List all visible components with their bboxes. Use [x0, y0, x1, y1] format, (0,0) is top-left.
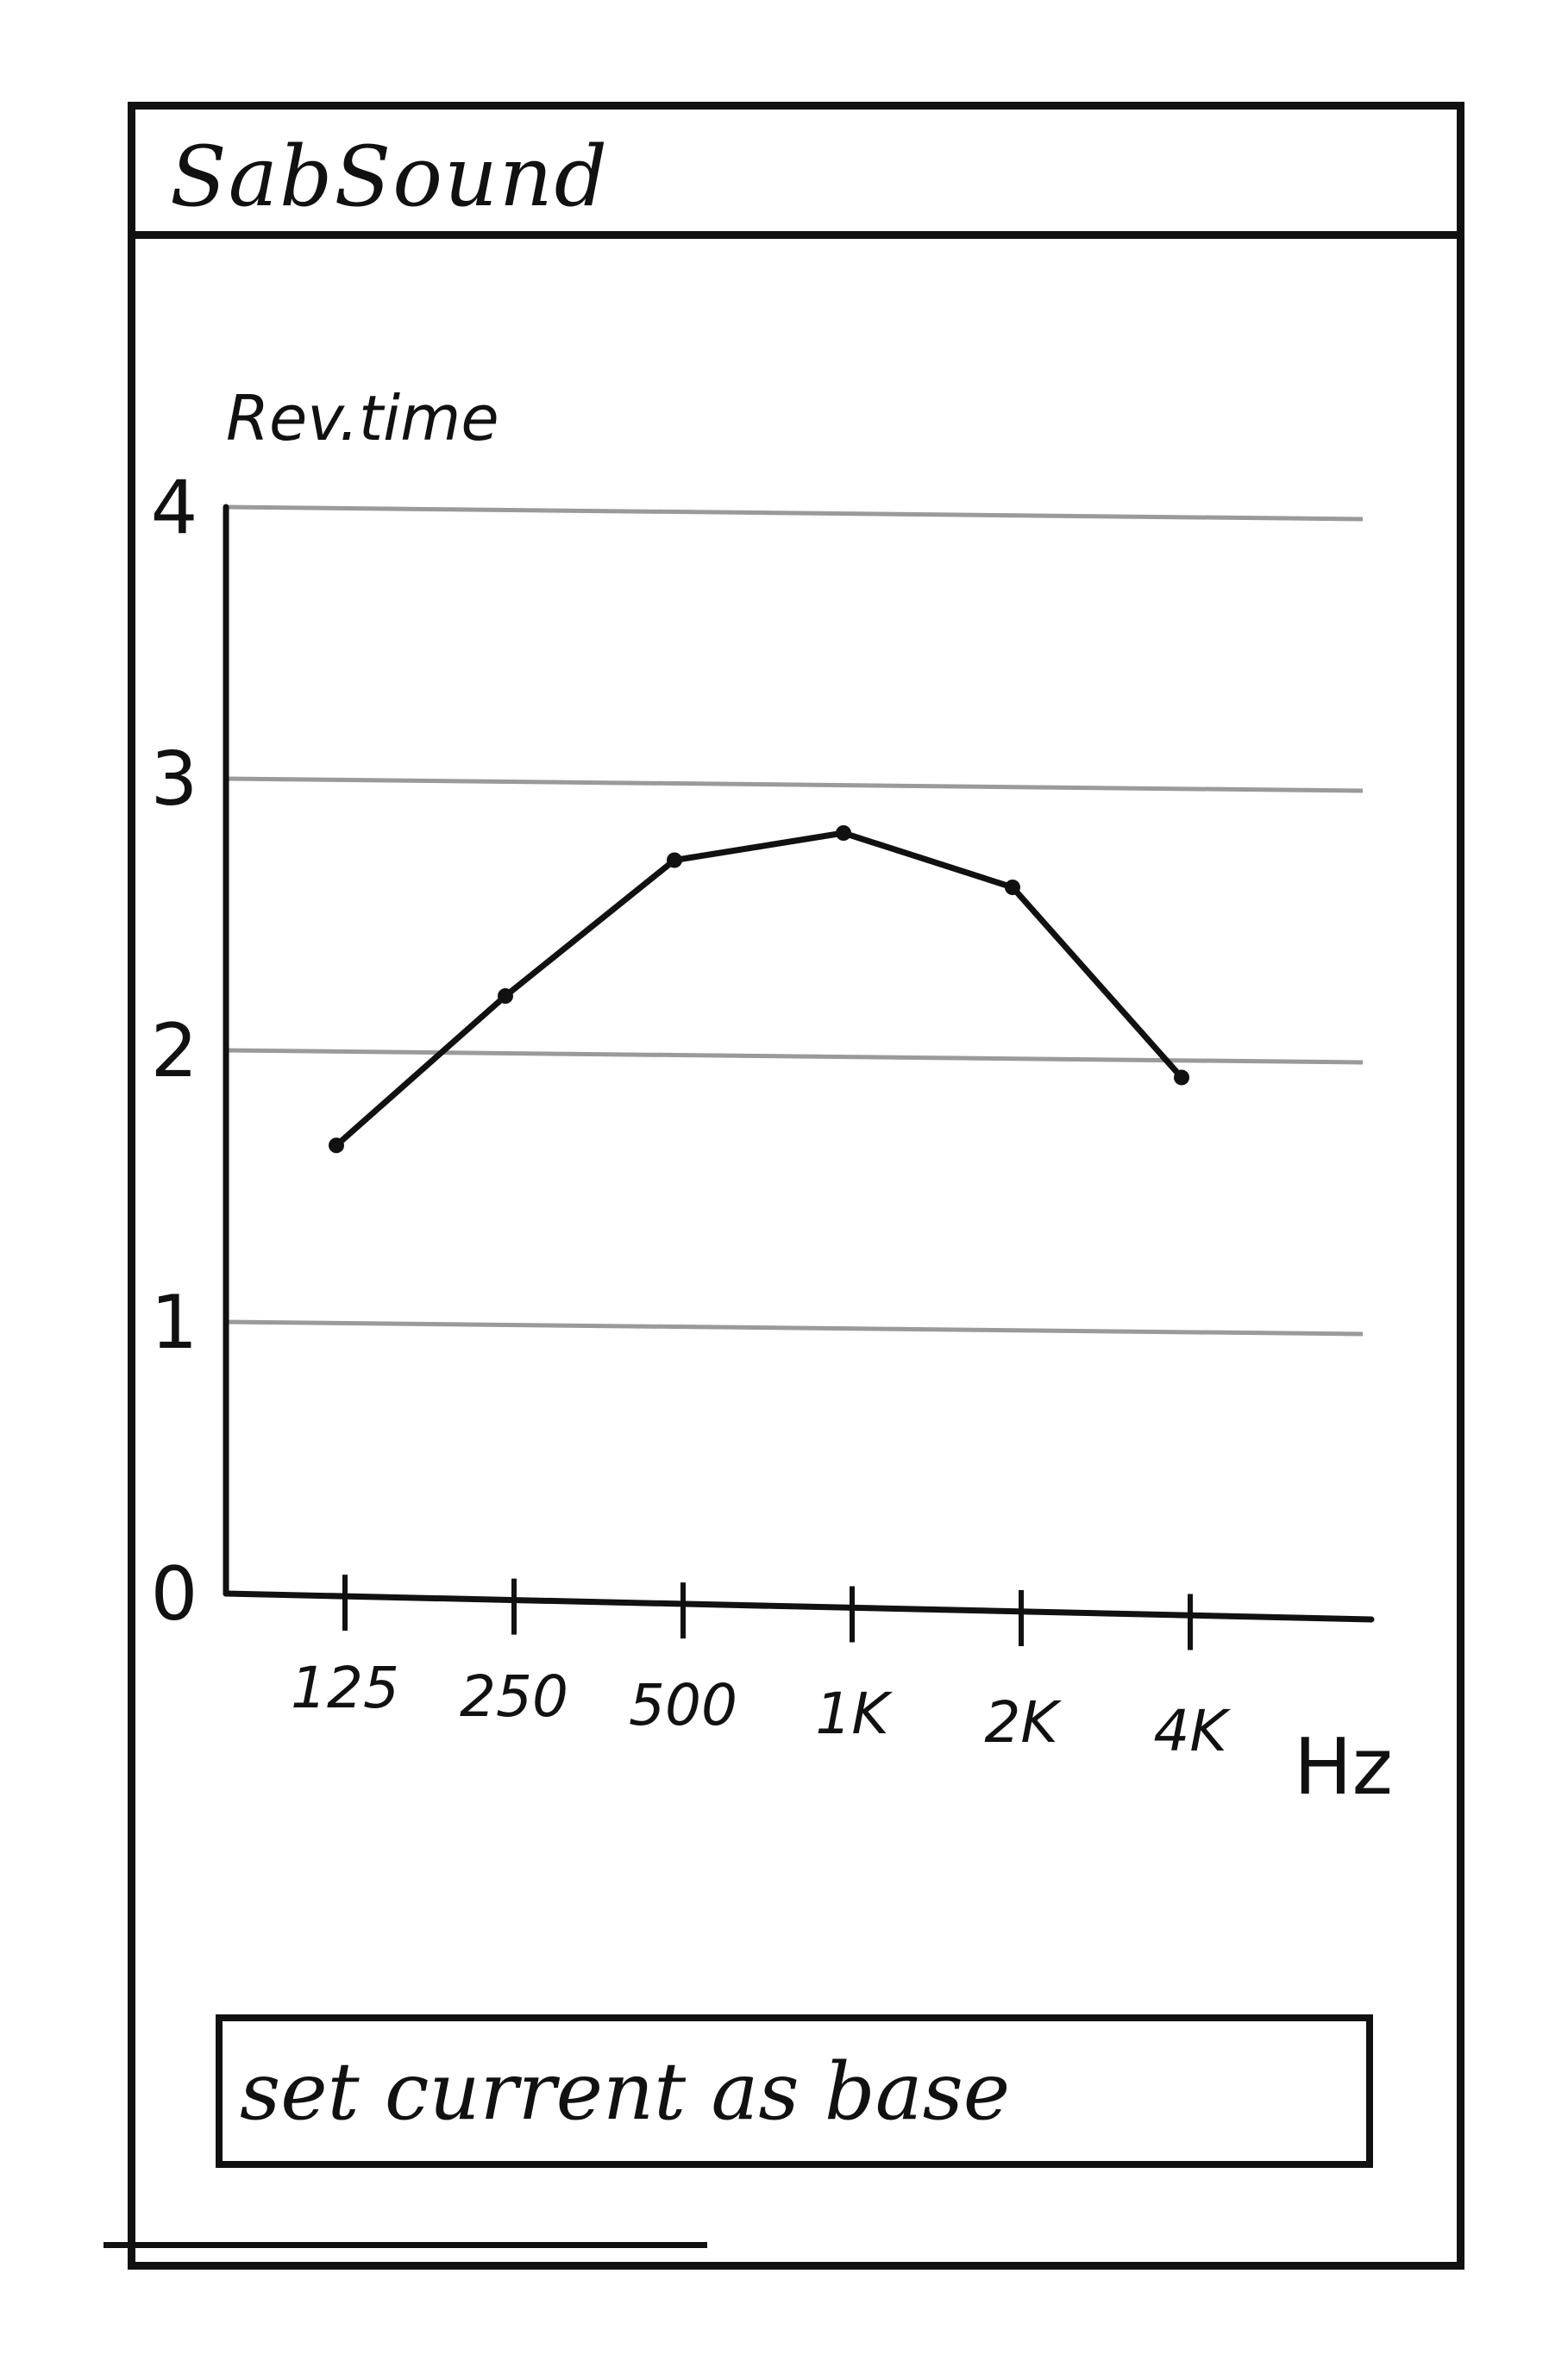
data-point	[1005, 880, 1020, 895]
data-point	[836, 825, 851, 841]
data-point	[667, 852, 682, 868]
x-tick-label: 4K	[1153, 1698, 1231, 1764]
reverb-time-chart: 0 1 2 3 4 125 250 500 1K 2K 4K Rev.time Hz	[151, 382, 1393, 1813]
x-tick-label: 250	[460, 1663, 568, 1730]
grid-line	[225, 776, 1364, 793]
y-tick-label: 4	[151, 465, 198, 551]
grid-lines	[225, 504, 1364, 1337]
grid-line	[225, 1319, 1364, 1337]
y-tick-label: 1	[151, 1280, 198, 1366]
grid-line	[225, 1048, 1364, 1065]
series-line	[333, 830, 1185, 1149]
y-tick-label: 3	[151, 736, 198, 823]
x-axis	[223, 1590, 1375, 1623]
data-point	[1174, 1069, 1189, 1086]
y-axis-label: Rev.time	[226, 382, 499, 454]
y-tick-label: 0	[151, 1551, 198, 1638]
grid-line	[225, 504, 1364, 522]
x-tick-label: 2K	[984, 1689, 1062, 1756]
title-bar: SabSound	[135, 110, 1457, 239]
tick-labels: 0 1 2 3 4 125 250 500 1K 2K 4K	[151, 465, 1232, 1764]
app-window: SabSound	[128, 102, 1464, 2270]
data-point	[329, 1137, 344, 1154]
x-tick-label: 500	[629, 1672, 737, 1738]
x-ticks	[342, 1575, 1193, 1650]
data-point	[498, 988, 513, 1004]
bottom-divider	[103, 2242, 707, 2248]
series	[329, 825, 1189, 1154]
y-tick-label: 2	[151, 1008, 198, 1094]
axes	[223, 504, 1375, 1623]
set-current-as-base-button[interactable]: set current as base	[216, 2014, 1373, 2168]
x-tick-label: 1K	[815, 1681, 893, 1747]
app-title: SabSound	[170, 128, 610, 225]
x-axis-unit-label: Hz	[1294, 1722, 1393, 1813]
x-tick-label: 125	[291, 1655, 399, 1721]
